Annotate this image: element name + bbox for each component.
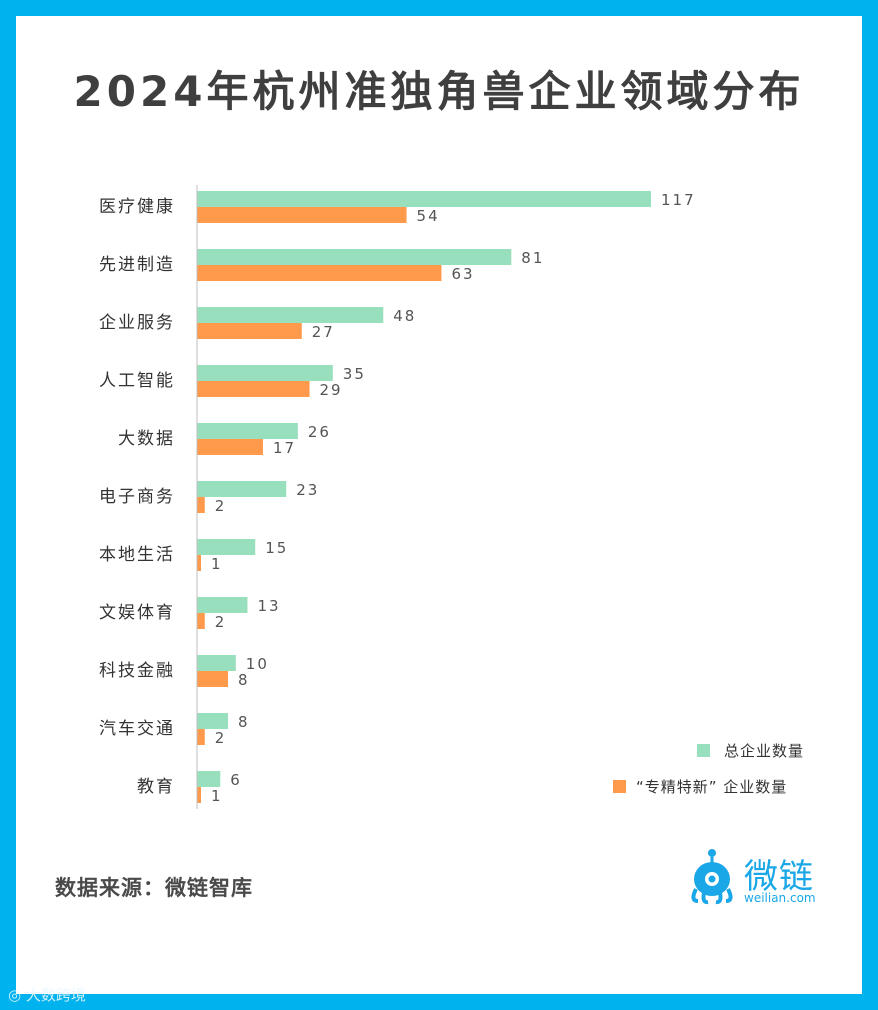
watermark-icon: ◎ — [8, 986, 26, 1004]
value-label-special: 27 — [312, 323, 335, 341]
logo-name: 微链 — [744, 857, 814, 897]
legend-swatch-special — [613, 780, 626, 793]
value-label-special: 2 — [215, 497, 227, 515]
category-label: 大数据 — [118, 429, 175, 449]
value-label-total: 8 — [238, 713, 250, 731]
watermark: ◎ 大数跨境 — [8, 984, 86, 1005]
value-label-special: 17 — [273, 439, 296, 457]
bar-total — [197, 481, 287, 497]
legend-label-special: “专精特新” 企业数量 — [636, 778, 787, 796]
bar-special — [197, 787, 201, 803]
chart-card — [16, 16, 862, 994]
value-label-total: 35 — [343, 365, 366, 383]
category-label: 医疗健康 — [99, 197, 175, 217]
value-label-total: 23 — [296, 481, 319, 499]
bar-total — [197, 771, 221, 787]
bar-special — [197, 729, 205, 745]
bar-special — [197, 671, 229, 687]
bar-special — [197, 265, 442, 281]
category-label: 汽车交通 — [99, 719, 175, 739]
bar-total — [197, 539, 256, 555]
bar-total — [197, 423, 298, 439]
value-label-special: 63 — [451, 265, 474, 283]
value-label-total: 26 — [308, 423, 331, 441]
legend: 总企业数量 “专精特新” 企业数量 — [613, 742, 804, 796]
category-label: 先进制造 — [99, 255, 175, 275]
legend-swatch-total — [697, 744, 710, 757]
value-label-total: 13 — [257, 597, 280, 615]
bar-special — [197, 381, 310, 397]
value-label-special: 2 — [215, 613, 227, 631]
bar-special — [197, 207, 407, 223]
bar-total — [197, 307, 384, 323]
category-label: 企业服务 — [99, 313, 175, 333]
category-label: 人工智能 — [99, 371, 175, 391]
value-label-total: 6 — [230, 771, 242, 789]
legend-label-total: 总企业数量 — [724, 742, 804, 760]
bar-total — [197, 597, 248, 613]
weilian-logo: 微链 weilian.com — [688, 845, 838, 907]
bar-total — [197, 713, 229, 729]
value-label-special: 29 — [320, 381, 343, 399]
octopus-logo-icon — [691, 849, 733, 905]
bar-special — [197, 439, 263, 455]
value-label-special: 2 — [215, 729, 227, 747]
bar-special — [197, 323, 302, 339]
category-label: 电子商务 — [99, 487, 175, 507]
bar-special — [197, 555, 201, 571]
bar-total — [197, 191, 651, 207]
value-label-special: 54 — [417, 207, 440, 225]
value-label-total: 10 — [246, 655, 269, 673]
data-source: 数据来源：微链智库 — [55, 876, 253, 900]
bar-special — [197, 497, 205, 513]
watermark-text: 大数跨境 — [25, 986, 86, 1004]
bar-total — [197, 365, 333, 381]
bar-special — [197, 613, 205, 629]
chart-title: 2024年杭州准独角兽企业领域分布 — [73, 67, 805, 116]
category-label: 本地生活 — [99, 545, 175, 565]
value-label-total: 81 — [521, 249, 544, 267]
value-label-total: 15 — [265, 539, 288, 557]
category-label: 文娱体育 — [99, 603, 175, 623]
bar-total — [197, 655, 236, 671]
value-label-special: 1 — [211, 787, 223, 805]
category-label: 教育 — [137, 777, 175, 797]
bar-total — [197, 249, 512, 265]
value-label-total: 117 — [661, 191, 696, 209]
value-label-special: 1 — [211, 555, 223, 573]
logo-url: weilian.com — [744, 891, 816, 905]
value-label-total: 48 — [393, 307, 416, 325]
category-label: 科技金融 — [99, 661, 175, 681]
value-label-special: 8 — [238, 671, 250, 689]
